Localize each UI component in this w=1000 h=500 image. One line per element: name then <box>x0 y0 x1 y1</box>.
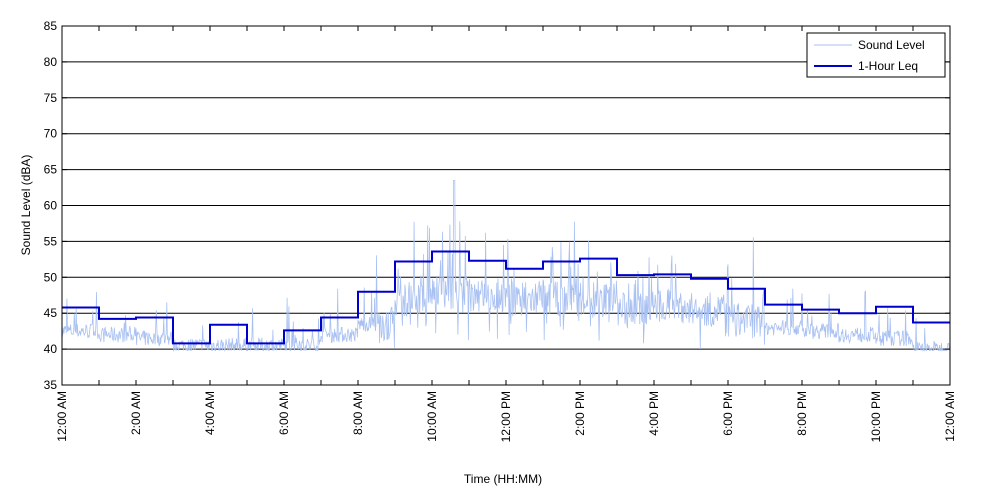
y-tick-label: 60 <box>44 199 58 213</box>
series-1-hour-leq-step <box>62 250 950 345</box>
y-tick-label: 50 <box>44 270 58 284</box>
y-tick-label: 45 <box>44 306 58 320</box>
x-tick-label: 2:00 AM <box>129 391 143 435</box>
x-tick-label: 8:00 PM <box>795 391 809 436</box>
x-tick-label: 8:00 AM <box>351 391 365 435</box>
x-tick-label: 6:00 PM <box>721 391 735 436</box>
x-tick-label: 4:00 PM <box>647 391 661 436</box>
x-tick-label: 12:00 AM <box>55 391 69 442</box>
x-tick-label: 10:00 AM <box>425 391 439 442</box>
y-axis-title: Sound Level (dBA) <box>19 155 33 256</box>
y-tick-label: 40 <box>44 342 58 356</box>
y-tick-label: 75 <box>44 91 58 105</box>
y-tick-label: 80 <box>44 55 58 69</box>
y-tick-label: 70 <box>44 127 58 141</box>
y-tick-label: 55 <box>44 234 58 248</box>
y-tick-label: 35 <box>44 378 58 392</box>
x-tick-label: 10:00 PM <box>869 391 883 442</box>
x-axis-title: Time (HH:MM) <box>464 472 542 486</box>
legend-box <box>806 32 946 78</box>
legend-label-leq: 1-Hour Leq <box>858 59 918 73</box>
x-tick-label: 2:00 PM <box>573 391 587 436</box>
plot-series <box>61 179 951 353</box>
y-axis-ticks: 35 40 45 50 55 60 65 70 75 80 85 <box>44 19 950 392</box>
x-axis-ticks: 12:00 AM 2:00 AM 4:00 AM 6:00 AM 8:00 AM 10:0… <box>55 26 957 442</box>
y-tick-label: 85 <box>44 19 58 33</box>
x-tick-label: 4:00 AM <box>203 391 217 435</box>
grid-lines <box>62 61 950 350</box>
x-tick-label: 12:00 AM <box>943 391 957 442</box>
x-tick-label: 6:00 AM <box>277 391 291 435</box>
legend: Sound Level 1-Hour Leq <box>806 32 946 78</box>
x-tick-label: 12:00 PM <box>499 391 513 442</box>
y-tick-label: 65 <box>44 163 58 177</box>
legend-label-sound-level: Sound Level <box>858 38 925 52</box>
